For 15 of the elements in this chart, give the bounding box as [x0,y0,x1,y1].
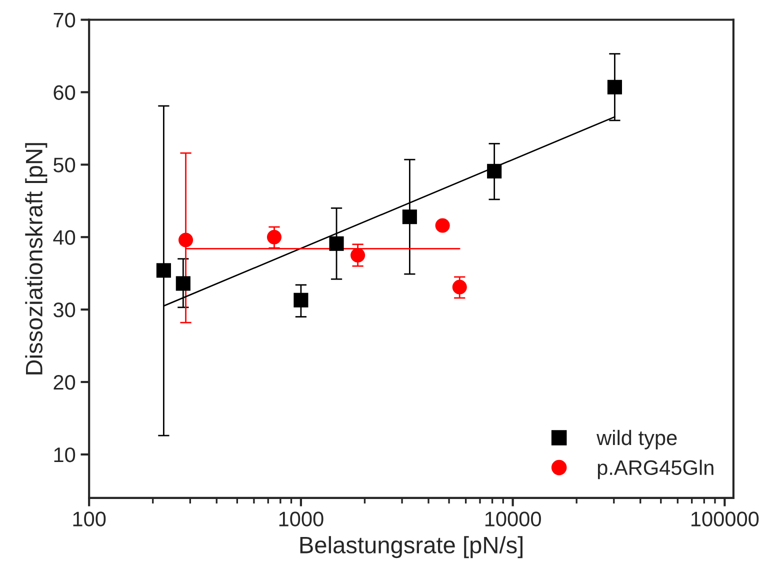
y-axis-title: Dissoziationskraft [pN] [25,143,48,374]
y-tick-label: 30 [54,302,76,318]
x-tick-label: 1000 [279,512,324,526]
y-tick-label: 60 [54,85,76,100]
x-tick-label: 100 [73,512,106,526]
y-tick-label: 10 [54,447,76,462]
y-tick-label: 50 [54,158,76,172]
x-tick-label: 10000 [485,512,541,526]
y-tick-label: 20 [54,375,76,390]
y-tick-label: 40 [53,230,76,245]
y-tick-label: 70 [54,12,76,28]
x-tick-label: 100000 [692,512,759,526]
legend-label: wild type [596,430,677,450]
x-axis-title: Belastungsrate [pN/s] [300,536,522,558]
legend-label: p.ARG45Gln [598,460,714,480]
